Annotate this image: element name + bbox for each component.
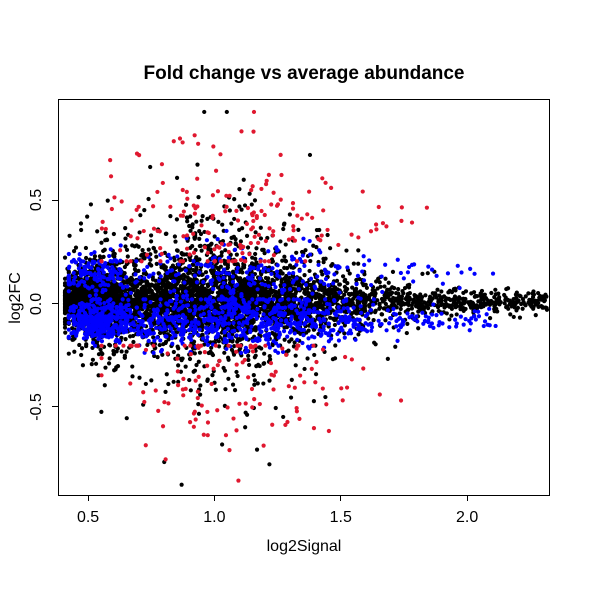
y-axis-label: log2FC [7, 272, 24, 324]
x-tick [213, 495, 215, 501]
x-tick [87, 495, 89, 501]
x-tick-label: 2.0 [455, 509, 479, 526]
y-tick-label: -0.5 [28, 393, 45, 421]
x-tick [340, 495, 342, 501]
y-tick [52, 199, 58, 201]
y-tick-label: 0.5 [28, 188, 45, 212]
x-axis-label: log2Signal [266, 538, 342, 555]
scatter-canvas [59, 100, 549, 495]
y-tick [52, 406, 58, 408]
x-tick-label: 1.5 [329, 509, 352, 526]
y-tick-label: 0.0 [28, 292, 45, 315]
y-tick [52, 303, 58, 304]
chart-title: Fold change vs average abundance [143, 63, 465, 84]
x-tick-label: 0.5 [76, 509, 100, 526]
plot-box [58, 99, 550, 496]
x-tick [466, 495, 468, 501]
x-tick-label: 1.0 [203, 509, 226, 526]
